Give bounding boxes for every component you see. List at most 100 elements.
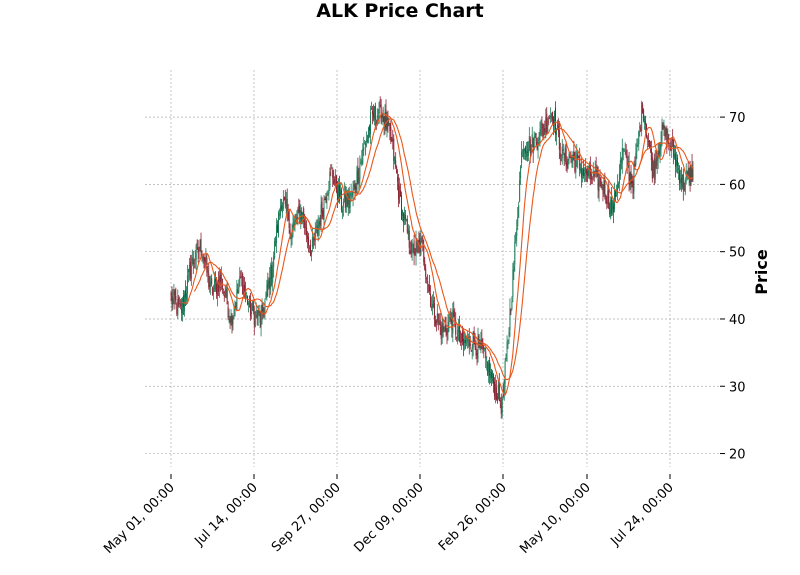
candle-body xyxy=(187,269,189,273)
candle-body xyxy=(610,200,612,218)
candle-body xyxy=(275,244,277,246)
candle-body xyxy=(669,145,671,147)
candle-body xyxy=(402,212,404,223)
candle-body xyxy=(483,347,485,350)
candle-body xyxy=(268,279,270,289)
candle-body xyxy=(447,322,449,333)
candle-body xyxy=(608,187,610,209)
candle-body xyxy=(229,318,231,323)
candle-body xyxy=(458,326,460,333)
candle-body xyxy=(511,301,513,310)
candle-body xyxy=(291,229,293,239)
candle-body xyxy=(249,298,251,317)
candle-body xyxy=(247,303,249,305)
candle-body xyxy=(570,157,572,159)
candle-body xyxy=(474,342,476,348)
candle-body xyxy=(533,136,535,151)
candle-body xyxy=(308,247,310,249)
x-tick-label: May 10, 00:00 xyxy=(517,480,594,557)
candle-body xyxy=(471,346,473,352)
candle-body xyxy=(493,381,495,397)
x-tick-label: May 01, 00:00 xyxy=(101,480,178,557)
candle-body xyxy=(537,144,539,150)
candle-body xyxy=(534,136,536,138)
candle-body xyxy=(477,335,479,359)
candle-body xyxy=(576,154,578,159)
y-axis-label: Price xyxy=(752,249,771,295)
candle-body xyxy=(226,289,228,305)
candle-body xyxy=(258,310,260,314)
candle-body xyxy=(400,195,402,220)
candle-body xyxy=(527,148,529,156)
candle-body xyxy=(640,127,642,132)
candle-body xyxy=(621,147,623,164)
candle-body xyxy=(609,207,611,215)
candle-body xyxy=(395,160,397,168)
candle-body xyxy=(174,289,176,300)
candle-body xyxy=(612,202,614,210)
candle-body xyxy=(332,170,334,179)
candle-body xyxy=(198,249,200,251)
candle-body xyxy=(573,151,575,159)
candle-body xyxy=(320,204,322,226)
candle-body xyxy=(331,166,333,169)
candle-body xyxy=(509,308,511,330)
candle-body xyxy=(349,198,351,209)
candle-body xyxy=(241,275,243,278)
candle-body xyxy=(681,174,683,187)
candle-body xyxy=(233,313,235,314)
candle-body xyxy=(448,321,450,325)
candle-body xyxy=(584,172,586,177)
candle-body xyxy=(501,396,503,414)
candle-body xyxy=(412,244,414,246)
candle-body xyxy=(677,168,679,170)
candle-body xyxy=(236,289,238,311)
candle-body xyxy=(410,250,412,255)
candle-body xyxy=(374,105,376,120)
candle-body xyxy=(538,142,540,144)
candle-body xyxy=(399,186,401,203)
candle-body xyxy=(255,312,257,314)
candle-layer xyxy=(170,96,694,419)
y-tick-label: 20 xyxy=(729,448,746,463)
candle-body xyxy=(267,281,269,287)
candle-body xyxy=(634,163,636,168)
candle-body xyxy=(498,382,500,401)
candle-body xyxy=(310,250,312,256)
candle-body xyxy=(243,285,245,296)
candle-body xyxy=(442,323,444,333)
candle-body xyxy=(375,122,377,125)
y-tick-label: 50 xyxy=(729,246,746,261)
candle-body xyxy=(689,165,691,183)
candle-body xyxy=(453,310,455,317)
candle-body xyxy=(566,162,568,167)
candle-body xyxy=(411,242,413,253)
candle-body xyxy=(238,287,240,293)
candle-body xyxy=(543,128,545,137)
candle-body xyxy=(599,177,601,179)
candle-body xyxy=(176,304,178,315)
candle-body xyxy=(359,165,361,180)
candle-body xyxy=(563,154,565,161)
candle-body xyxy=(441,325,443,337)
candle-body xyxy=(407,228,409,235)
candle-body xyxy=(337,191,339,201)
candle-body xyxy=(548,121,550,123)
candle-body xyxy=(656,156,658,166)
candle-body xyxy=(428,285,430,286)
candle-body xyxy=(306,227,308,236)
candle-body xyxy=(514,241,516,265)
candle-body xyxy=(639,126,641,129)
y-tick-label: 40 xyxy=(729,313,746,328)
candle-body xyxy=(554,110,556,125)
candle-body xyxy=(247,295,249,305)
candle-body xyxy=(462,332,464,342)
candle-body xyxy=(467,336,469,339)
candle-body xyxy=(347,192,349,209)
candle-body xyxy=(495,387,497,400)
candle-body xyxy=(522,153,524,155)
candle-body xyxy=(282,199,284,209)
candle-body xyxy=(357,167,359,184)
candle-body xyxy=(489,360,491,376)
